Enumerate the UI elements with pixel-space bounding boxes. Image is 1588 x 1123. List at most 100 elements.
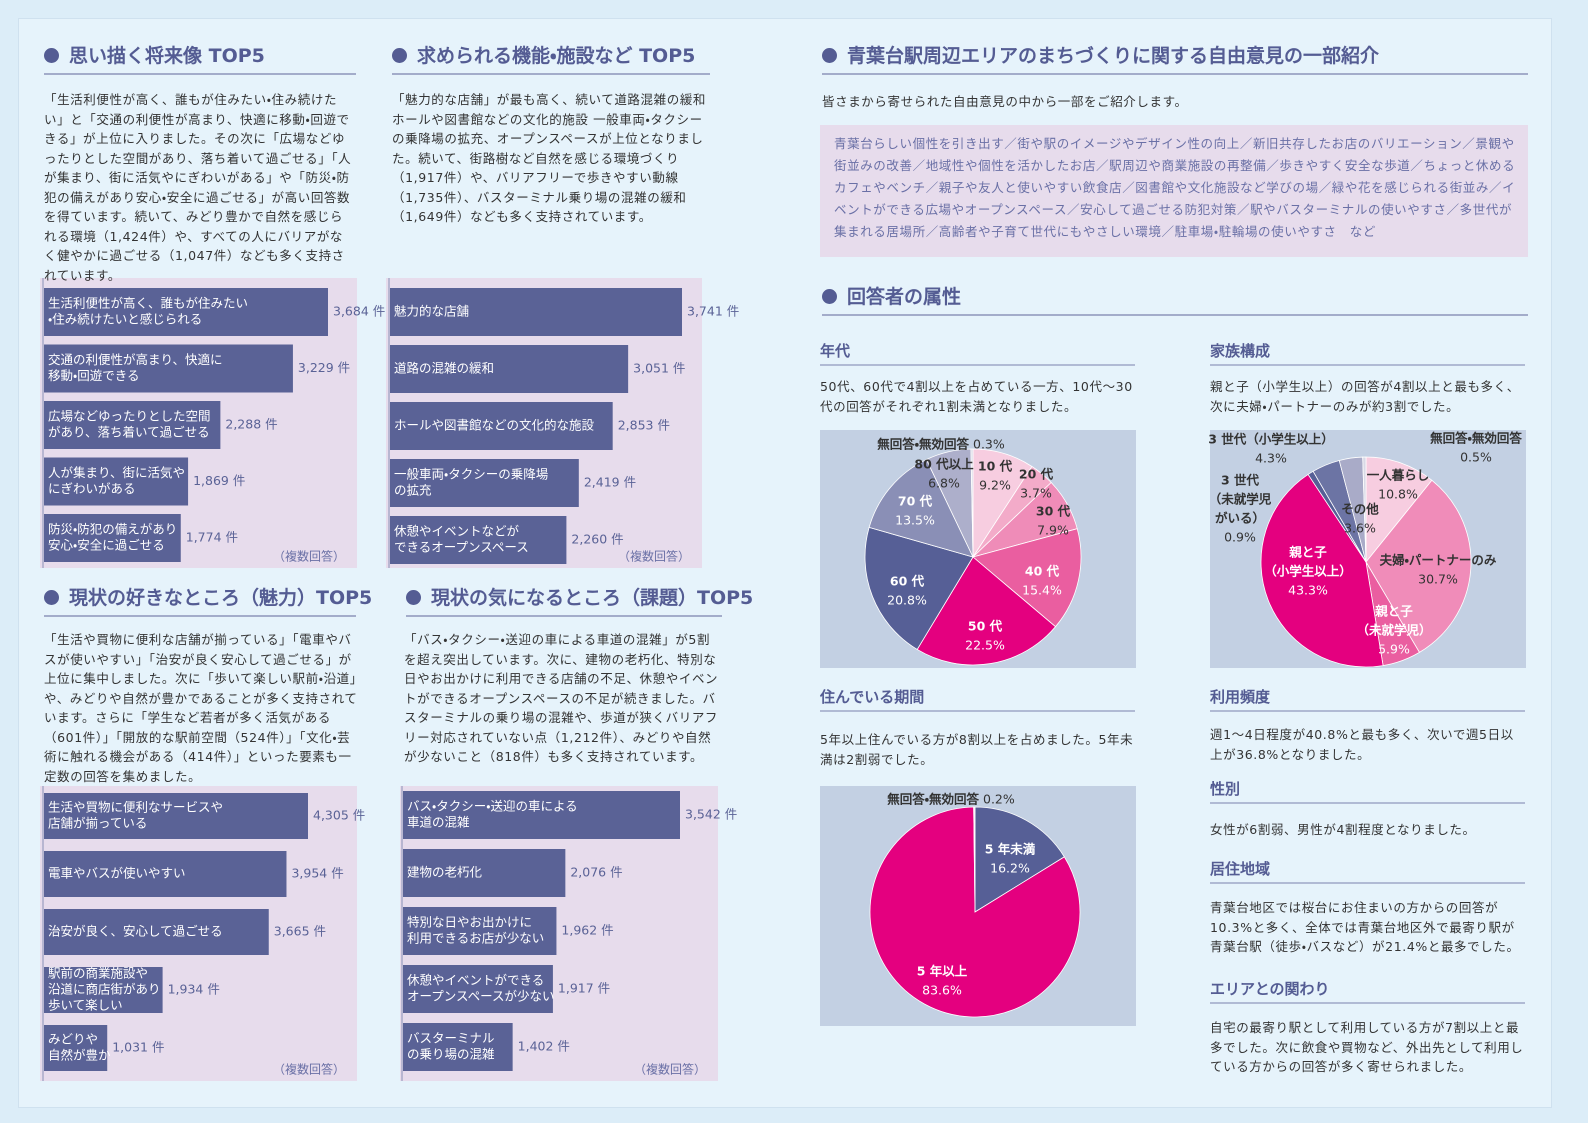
section-title: 現状の気になるところ（課題）TOP5: [406, 583, 753, 610]
pie-category-label: 60 代: [890, 574, 925, 589]
pie-slice: [974, 806, 1065, 913]
pie-slice: [1260, 473, 1384, 668]
bar-category-label: 利用できるお店が少ない: [407, 931, 544, 946]
section-text: 「バス・タクシー・送迎の車による車道の混雑」が5割を超え突出しています。次に、建…: [404, 632, 719, 764]
pie-category-label: 5 年以上: [917, 964, 968, 979]
bar-category-label: 治安が良く、安心して過ごせる: [48, 924, 223, 939]
bar-value-label: 2,288 件: [225, 417, 277, 432]
bar: [403, 849, 566, 897]
pie-slice: [973, 806, 976, 913]
bar-value-label: 2,419 件: [584, 475, 636, 490]
bar: [44, 967, 163, 1013]
bar-value-label: 4,305 件: [313, 808, 365, 823]
bar-category-label: 建物の老朽化: [407, 865, 483, 880]
pie-value-label: 0.2%: [983, 792, 1015, 807]
bar-category-label: できるオープンスペース: [394, 540, 529, 555]
bar: [390, 516, 567, 564]
bar: [44, 1025, 108, 1071]
bar: [403, 907, 557, 955]
pie-category-label: 3 世代: [1221, 473, 1260, 488]
title-text: 現状の好きなところ（魅力）TOP5: [69, 587, 373, 609]
bar-value-label: 3,684 件: [333, 304, 385, 319]
subsection-text: 週1～4日程度が40.8%と最も多く、次いで週5日以上が36.8%となりました。: [1210, 727, 1514, 762]
bar: [44, 793, 308, 839]
pie-value-label: 10.8%: [1378, 487, 1418, 502]
title-bullet: [406, 590, 421, 605]
bar-category-label: にぎわいがある: [48, 481, 136, 496]
bar-category-label: 魅力的な店舗: [394, 304, 469, 319]
bar: [44, 457, 189, 506]
pie-value-label: 0.3%: [973, 437, 1005, 452]
title-bullet: [392, 48, 407, 63]
pie-value-label: 22.5%: [965, 638, 1005, 653]
pie-slice: [868, 459, 974, 558]
subsection-text: 親と子（小学生以上）の回答が4割以上と最も多く、次に夫婦・パートナーのみが約3割…: [1210, 379, 1520, 414]
bar-category-label: 店舗が揃っている: [48, 816, 147, 831]
title-text: 現状の気になるところ（課題）TOP5: [431, 587, 754, 609]
pie-value-label: 3.6%: [1344, 521, 1376, 536]
pie-category-label: 30 代: [1036, 504, 1071, 519]
bar-category-label: 広場などゆったりとした空間: [48, 409, 211, 424]
title-bullet: [44, 48, 59, 63]
bar-value-label: 1,869 件: [193, 473, 245, 488]
pie-value-label: 7.9%: [1037, 523, 1069, 538]
bar: [403, 791, 680, 839]
bar-category-label: 休憩やイベントなどが: [394, 524, 520, 539]
bar: [390, 459, 579, 507]
bar-category-label: の拡充: [394, 483, 432, 498]
pie-slice: [1365, 479, 1472, 653]
chart-note: （複数回答）: [634, 1062, 706, 1077]
bar-category-label: 交通の利便性が高まり、快適に: [48, 352, 223, 367]
bar: [44, 514, 181, 562]
subsection-heading: 住んでいる期間: [820, 688, 925, 706]
subsection-heading: 年代: [820, 342, 851, 360]
pie-value-label: 4.3%: [1255, 451, 1287, 466]
pie-slice: [869, 806, 1081, 1018]
subsection-text: 自宅の最寄り駅として利用している方が7割以上と最多でした。次に飲食や買物など、外…: [1210, 1020, 1524, 1074]
pie-value-label: 13.5%: [895, 513, 935, 528]
section-title: 思い描く将来像 TOP5: [44, 41, 265, 68]
pie-category-label: （未就学児）: [1356, 623, 1431, 638]
bar: [390, 402, 613, 450]
bar-category-label: 生活や買物に便利なサービスや: [48, 800, 223, 815]
bar: [390, 288, 682, 336]
bar-category-label: バスターミナル: [407, 1031, 495, 1046]
pie-value-label: 6.8%: [928, 476, 960, 491]
pie-category-label: がいる）: [1215, 511, 1265, 526]
bar-value-label: 1,962 件: [561, 923, 613, 938]
bar-category-label: 一般車両・タクシーの乗降場: [394, 467, 548, 482]
pie-category-label: 70 代: [898, 494, 933, 509]
bar-category-label: 道路の混雑の緩和: [394, 361, 494, 376]
title-text: 思い描く将来像 TOP5: [69, 45, 265, 67]
subsection-text: 50代、60代で4割以上を占めている一方、10代～30代の回答がそれぞれ1割未満…: [820, 379, 1133, 414]
bar-value-label: 3,741 件: [687, 304, 739, 319]
pie-slice: [864, 526, 974, 651]
pie-slice: [1365, 456, 1433, 564]
bar: [44, 909, 269, 955]
title-text: 青葉台駅周辺エリアのまちづくりに関する自由意見の一部紹介: [847, 45, 1380, 67]
bar: [403, 965, 553, 1013]
opinions-box: 青葉台らしい個性を引き出す／街や駅のイメージやデザイン性の向上／新旧共存したお店…: [820, 125, 1528, 257]
pie-category-label: 親と子: [1288, 545, 1327, 560]
bar: [44, 288, 328, 336]
pie-category-label: 5 年未満: [985, 842, 1036, 857]
subsection-heading: 利用頻度: [1210, 688, 1271, 706]
pie-category-label: 無回答・無効回答: [1430, 431, 1522, 446]
bar-category-label: 安心・安全に過ごせる: [48, 538, 165, 553]
subsection-heading: エリアとの関わり: [1210, 980, 1330, 998]
bar-value-label: 1,917 件: [558, 981, 610, 996]
pie-value-label: 30.7%: [1418, 572, 1458, 587]
pie-slice: [972, 528, 1082, 628]
title-bullet: [822, 48, 837, 63]
pie-category-label: 一人暮らし: [1367, 468, 1430, 483]
bar-category-label: があり、落ち着いて過ごせる: [48, 425, 210, 440]
title-text: 求められる機能・施設など TOP5: [417, 45, 696, 67]
pie-value-label: 15.4%: [1022, 583, 1062, 598]
bar-category-label: オープンスペースが少ない: [407, 989, 555, 1004]
pie-slice: [1362, 456, 1367, 563]
subsection-text: 5年以上住んでいる方が8割以上を占めました。5年未満は2割弱でした。: [820, 732, 1134, 767]
title-text: 回答者の属性: [847, 286, 962, 308]
pie-category-label: 50 代: [968, 619, 1003, 634]
title-bullet: [822, 289, 837, 304]
